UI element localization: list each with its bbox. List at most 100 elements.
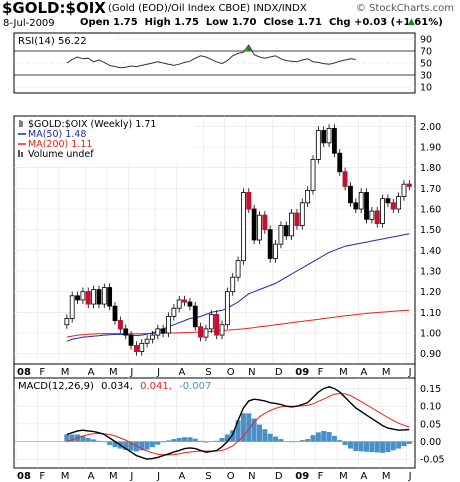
macd-hist-bar <box>273 436 279 442</box>
macd-hist-bar <box>256 424 262 442</box>
macd-hist-bar <box>380 441 386 453</box>
candle-body <box>353 202 359 210</box>
macd-hist-bar <box>326 432 332 442</box>
macd-hist-bar <box>123 441 129 450</box>
month-label: 08 <box>17 367 31 378</box>
month-label: O <box>227 471 235 482</box>
candle-body <box>385 198 391 204</box>
month-label: A <box>179 367 186 378</box>
price-tick-label: 1.50 <box>420 225 441 236</box>
month-label: N <box>248 471 255 482</box>
month-label: J <box>129 471 133 482</box>
macd-hist-bar <box>251 418 257 442</box>
macd-tick-label: 0.15 <box>420 384 441 395</box>
month-label: J <box>408 367 412 378</box>
candle-body <box>315 130 321 160</box>
macd-value: 0.034, <box>101 381 133 392</box>
quote-ohlc: Open 1.75 High 1.75 Low 1.70 Close 1.71 … <box>80 17 443 28</box>
candle-body-red <box>117 320 123 330</box>
macd-hist-bar <box>267 433 273 442</box>
candle-body <box>401 183 407 197</box>
macd-hist-bar <box>128 441 134 451</box>
macd-hist-bar <box>374 441 380 453</box>
macd-line <box>66 386 410 460</box>
rsi-tick-label: 70 <box>420 47 432 58</box>
month-label: S <box>205 471 211 482</box>
month-label: M <box>382 367 391 378</box>
candle-body-red <box>182 299 187 303</box>
macd-hist-bar <box>406 441 412 444</box>
macd-hist-bar <box>171 439 177 442</box>
price-tick-label: 1.70 <box>420 184 441 195</box>
macd-hist-bar <box>64 434 70 442</box>
quote-date: 8-Jul-2009 <box>3 18 55 29</box>
month-label: A <box>88 367 95 378</box>
macd-hist-bar <box>80 435 86 442</box>
rsi-overbought-mark <box>245 45 252 51</box>
macd-hist-bar <box>144 441 150 450</box>
candle-body-red <box>390 202 396 210</box>
macd-hist-bar <box>390 441 396 451</box>
legend-label: MA(50) 1.48 <box>28 129 86 140</box>
month-label: M <box>61 471 70 482</box>
brand-logo: © StockCharts.com <box>355 3 454 14</box>
month-label: O <box>227 367 235 378</box>
macd-hist-bar <box>155 441 161 445</box>
macd-hist-bar <box>401 441 407 447</box>
candle-body <box>326 127 332 144</box>
symbol-title: $GOLD:$OIX <box>2 0 106 17</box>
candle-body <box>176 299 182 309</box>
macd-hist-bar <box>337 440 343 442</box>
candle-body-red <box>198 326 204 338</box>
macd-hist-bar <box>208 441 214 443</box>
rsi-line <box>66 44 356 69</box>
legend-label: Volume undef <box>28 149 94 160</box>
macd-hist-bar <box>85 438 91 442</box>
macd-hist-bar <box>240 413 246 442</box>
macd-hist-bar <box>310 435 316 442</box>
price-tick-label: 1.90 <box>420 143 441 154</box>
price-tick-label: 1.30 <box>420 267 441 278</box>
macd-hist-bar <box>347 441 353 449</box>
candle-body <box>123 328 129 336</box>
macd-hist-bar <box>133 441 139 452</box>
macd-hist-value: -0.007 <box>179 381 211 392</box>
candle-body-red <box>85 291 91 305</box>
month-label: 09 <box>295 367 309 378</box>
candle-body <box>278 225 284 245</box>
candle-body <box>80 291 86 301</box>
macd-hist-bar <box>91 439 97 442</box>
symbol-description: (Gold (EOD)/Oil Index CBOE) INDX/INDX <box>108 3 307 14</box>
macd-hist-bar <box>149 441 155 448</box>
month-label: D <box>275 471 283 482</box>
candle-body-red <box>374 210 380 224</box>
macd-hist-bar <box>69 434 75 442</box>
macd-hist-bar <box>139 441 145 451</box>
candle-body <box>273 243 278 259</box>
month-axis-lower: 08 F M A M J J A S O N D 09 F M A M J <box>17 471 412 482</box>
macd-hist-bar <box>315 432 321 442</box>
month-label: S <box>205 367 211 378</box>
macd-hist-bar <box>224 434 230 442</box>
rsi-tick-label: 50 <box>420 59 432 70</box>
month-label: J <box>408 471 412 482</box>
month-label: M <box>382 471 391 482</box>
candle-body <box>396 196 402 210</box>
macd-hist-bar <box>278 439 284 442</box>
candle-body-red <box>214 313 220 336</box>
macd-hist-bar <box>230 430 236 442</box>
macd-hist-bar <box>396 441 402 449</box>
candle-body <box>101 287 107 305</box>
macd-hist-bar <box>294 441 300 443</box>
legend-swatch <box>18 150 20 157</box>
month-label: F <box>39 471 45 482</box>
price-panel: 2.00 1.90 1.80 1.70 1.60 1.50 1.40 1.30 1.20 1.10… <box>13 115 441 365</box>
macd-axis: 0.15 0.10 0.05 0.00 -0.05 <box>420 384 445 466</box>
candle-body <box>203 328 209 338</box>
candle-body <box>235 260 241 278</box>
candle-body <box>166 316 171 334</box>
